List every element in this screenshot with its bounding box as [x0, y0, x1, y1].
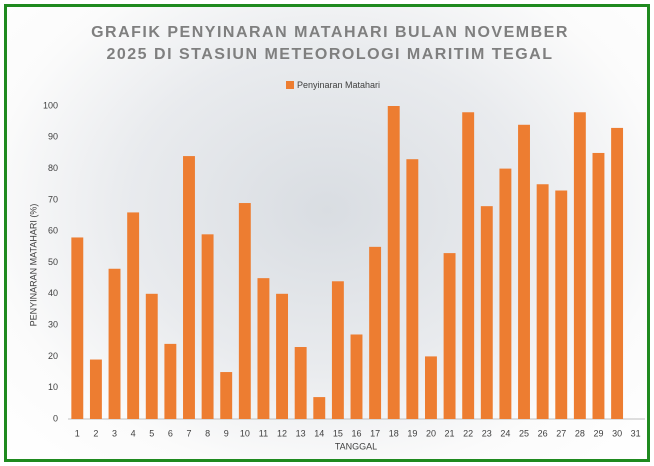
- x-tick-label: 4: [131, 428, 136, 438]
- y-tick-label: 10: [48, 382, 58, 392]
- bar: [201, 234, 214, 419]
- x-tick-label: 3: [112, 428, 117, 438]
- x-tick-label: 8: [205, 428, 210, 438]
- y-tick-label: 20: [48, 351, 58, 361]
- x-tick-label: 17: [370, 428, 380, 438]
- bar: [480, 206, 493, 419]
- bar: [108, 268, 121, 419]
- y-tick-label: 100: [43, 100, 58, 110]
- bar: [592, 152, 605, 419]
- bar: [536, 184, 549, 419]
- bar: [424, 356, 437, 419]
- x-tick-label: 7: [186, 428, 191, 438]
- legend-swatch: [286, 81, 294, 89]
- bar: [238, 203, 251, 419]
- y-tick-label: 90: [48, 132, 58, 142]
- bar: [611, 127, 624, 419]
- x-tick-label: 14: [314, 428, 324, 438]
- bar: [164, 343, 177, 419]
- bar: [89, 359, 102, 419]
- legend-label: Penyinaran Matahari: [297, 80, 380, 90]
- x-tick-label: 28: [575, 428, 585, 438]
- x-axis-label: TANGGAL: [335, 441, 377, 451]
- bar: [499, 168, 512, 419]
- x-tick-label: 26: [538, 428, 548, 438]
- x-tick-label: 10: [240, 428, 250, 438]
- x-tick-label: 18: [389, 428, 399, 438]
- y-tick-label: 40: [48, 288, 58, 298]
- y-tick-label: 80: [48, 163, 58, 173]
- x-tick-label: 6: [168, 428, 173, 438]
- bar: [127, 212, 140, 419]
- x-tick-label: 9: [224, 428, 229, 438]
- x-tick-label: 25: [519, 428, 529, 438]
- x-tick-label: 12: [277, 428, 287, 438]
- bar: [145, 293, 158, 419]
- x-tick-label: 23: [482, 428, 492, 438]
- y-tick-label: 70: [48, 194, 58, 204]
- bar: [313, 397, 326, 419]
- bar: [387, 106, 400, 419]
- x-tick-label: 5: [149, 428, 154, 438]
- bar: [220, 372, 233, 419]
- x-tick-label: 31: [631, 428, 641, 438]
- y-axis-label: PENYINARAN MATAHARI (%): [28, 204, 38, 327]
- x-tick-label: 16: [351, 428, 361, 438]
- x-tick-label: 27: [556, 428, 566, 438]
- x-tick-label: 24: [500, 428, 510, 438]
- y-tick-label: 50: [48, 257, 58, 267]
- bar: [294, 347, 307, 419]
- bar: [406, 159, 419, 419]
- x-tick-label: 2: [93, 428, 98, 438]
- bar: [71, 237, 84, 419]
- x-tick-label: 30: [612, 428, 622, 438]
- bar: [350, 334, 363, 419]
- bar: [331, 281, 344, 419]
- y-tick-label: 60: [48, 226, 58, 236]
- bar: [257, 278, 270, 419]
- y-tick-label: 30: [48, 319, 58, 329]
- bar: [183, 156, 195, 419]
- x-tick-label: 29: [593, 428, 603, 438]
- x-tick-label: 22: [463, 428, 473, 438]
- bar: [555, 190, 568, 419]
- x-tick-label: 15: [333, 428, 343, 438]
- y-tick-label: 0: [53, 413, 58, 423]
- bar: [573, 112, 586, 419]
- bar: [518, 124, 530, 419]
- bar: [369, 246, 382, 419]
- x-tick-label: 11: [259, 428, 268, 438]
- x-tick-label: 19: [407, 428, 417, 438]
- x-tick-label: 1: [75, 428, 80, 438]
- bar: [443, 253, 456, 419]
- bar: [276, 293, 289, 419]
- x-tick-label: 21: [445, 428, 455, 438]
- bar: [462, 112, 475, 419]
- chart-title: GRAFIK PENYINARAN MATAHARI BULAN NOVEMBE…: [91, 24, 569, 63]
- x-tick-label: 13: [296, 428, 306, 438]
- x-tick-label: 20: [426, 428, 436, 438]
